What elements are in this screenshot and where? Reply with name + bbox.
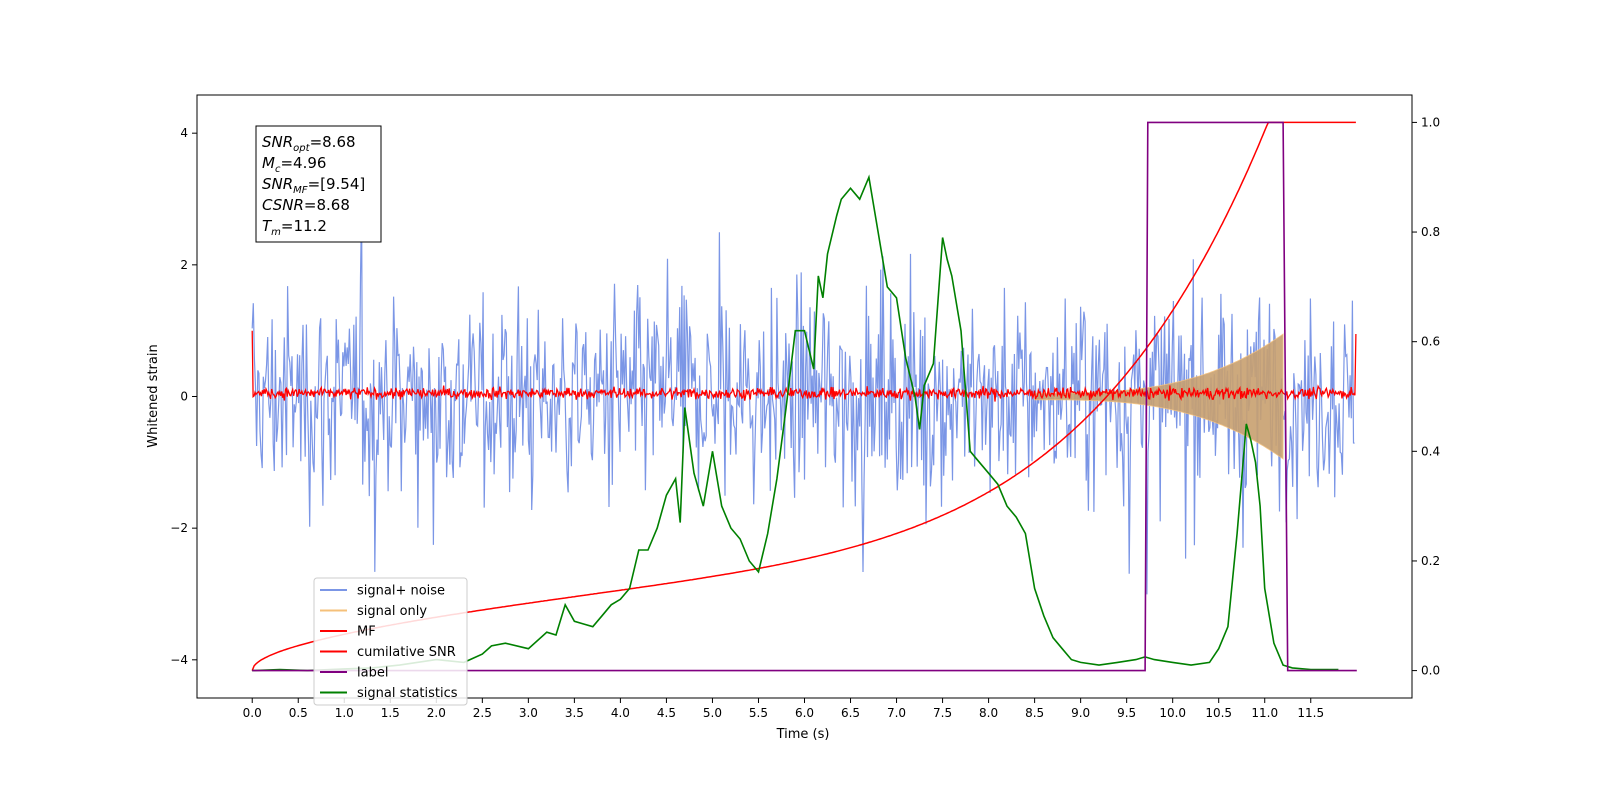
- legend-label: cumilative SNR: [357, 645, 456, 660]
- x-tick-label: 0.0: [243, 706, 262, 720]
- x-tick-label: 11.5: [1297, 706, 1324, 720]
- x-tick-label: 1.0: [335, 706, 354, 720]
- y2-tick-label: 0.4: [1421, 444, 1440, 458]
- x-tick-label: 2.0: [427, 706, 446, 720]
- x-tick-label: 5.0: [703, 706, 722, 720]
- x-tick-label: 3.0: [519, 706, 538, 720]
- signal-statistics-line: [252, 174, 1339, 672]
- x-tick-label: 1.5: [381, 706, 400, 720]
- y-tick-label: −4: [170, 653, 188, 667]
- x-tick-label: 4.0: [611, 706, 630, 720]
- y-tick-label: 0: [180, 390, 188, 404]
- x-tick-label: 0.5: [289, 706, 308, 720]
- x-tick-label: 7.0: [887, 706, 906, 720]
- y2-tick-label: 0.8: [1421, 225, 1440, 239]
- y-tick-label: −2: [170, 521, 188, 535]
- x-tick-label: 10.5: [1205, 706, 1232, 720]
- x-axis: 0.0 0.5 1.0 1.5 2.0 2.5 3.0 3.5 4.0 4.5 5.0 5.5 6.0 6…: [243, 698, 1324, 720]
- y-tick-label: 2: [180, 258, 188, 272]
- x-tick-label: 9.0: [1071, 706, 1090, 720]
- y-axis-right: 1.0 0.8 0.6 0.4 0.2 0.0: [1412, 115, 1440, 678]
- y-axis-label: Whitened strain: [146, 344, 161, 447]
- legend-label: signal only: [357, 604, 427, 619]
- x-tick-label: 7.5: [933, 706, 952, 720]
- x-tick-label: 8.0: [979, 706, 998, 720]
- legend-label: MF: [357, 625, 376, 640]
- x-tick-label: 5.5: [749, 706, 768, 720]
- x-tick-label: 4.5: [657, 706, 676, 720]
- x-tick-label: 10.0: [1159, 706, 1186, 720]
- y2-tick-label: 0.0: [1421, 664, 1440, 678]
- signal-noise-band-layer: [251, 203, 1355, 595]
- y2-tick-label: 0.2: [1421, 554, 1440, 568]
- annotation-line: SNRMF=[9.54]: [262, 175, 365, 196]
- mf-line: [251, 330, 1357, 402]
- annotation-line: Mc=4.96: [262, 154, 326, 175]
- series-line-layer: [251, 121, 1357, 672]
- x-tick-label: 2.5: [473, 706, 492, 720]
- x-tick-label: 9.5: [1117, 706, 1136, 720]
- annotation-line: Tm=11.2: [262, 217, 327, 238]
- x-tick-label: 8.5: [1025, 706, 1044, 720]
- legend-label: signal statistics: [357, 686, 458, 701]
- annotation-frame: [255, 125, 382, 243]
- x-tick-label: 3.5: [565, 706, 584, 720]
- legend: signal+ noise signal only MF cumilative SNR…: [313, 577, 468, 706]
- x-axis-label: Time (s): [776, 727, 830, 742]
- legend-label: label: [357, 666, 388, 681]
- x-tick-label: 11.0: [1251, 706, 1278, 720]
- y-axis-left: 4 2 0 −2 −4: [170, 126, 197, 667]
- annotation-line: SNRopt=8.68: [262, 133, 356, 154]
- y-tick-label: 4: [180, 126, 188, 140]
- label-line: [252, 121, 1357, 672]
- x-tick-label: 6.0: [795, 706, 814, 720]
- y2-tick-label: 0.6: [1421, 335, 1440, 349]
- legend-frame: [313, 577, 468, 706]
- x-tick-label: 6.5: [841, 706, 860, 720]
- annotation-line: CSNR=8.68: [262, 196, 350, 214]
- legend-label: signal+ noise: [357, 584, 445, 599]
- y2-tick-label: 1.0: [1421, 115, 1440, 129]
